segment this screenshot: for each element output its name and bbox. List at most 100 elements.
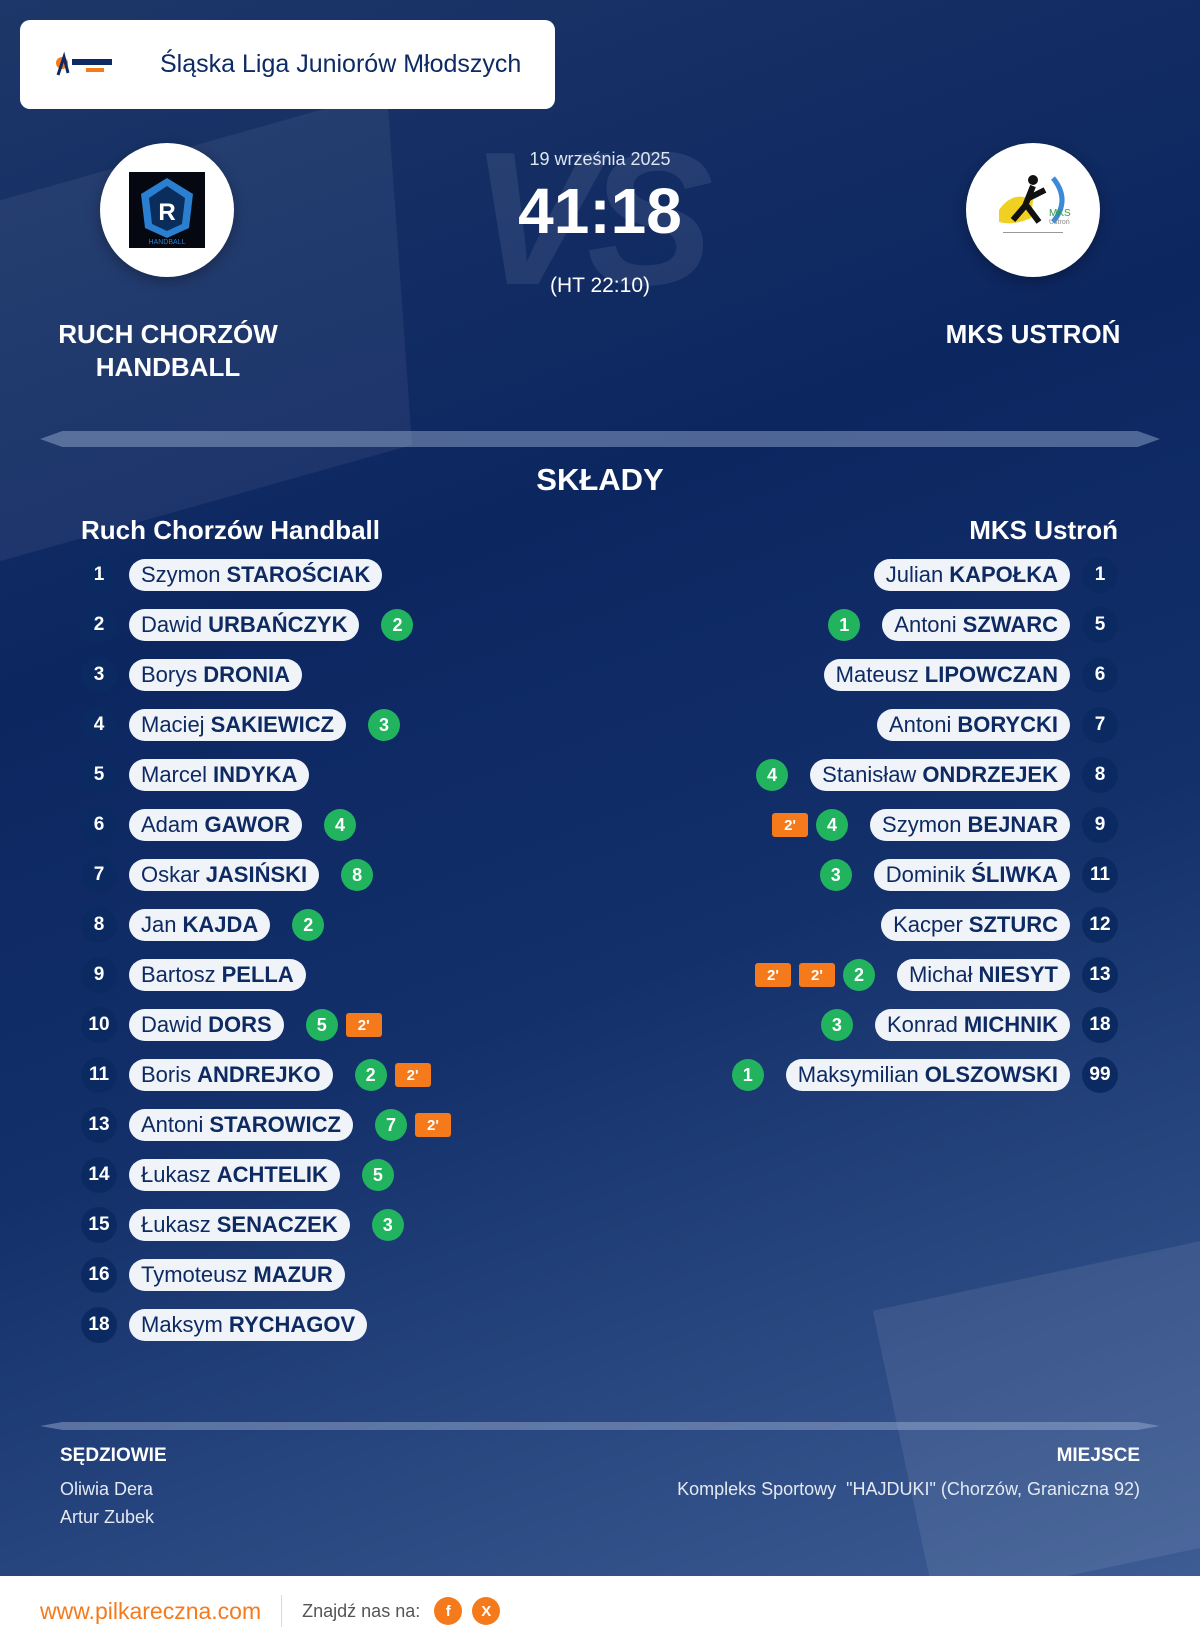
match-card: VS Śląska Liga Juniorów Młodszych R HANDB… bbox=[0, 0, 1200, 1576]
player-name[interactable]: Łukasz ACHTELIK bbox=[129, 1159, 340, 1191]
player-row: 8 Jan KAJDA 2 bbox=[81, 907, 334, 943]
player-first-name: Konrad bbox=[886, 1012, 958, 1037]
player-row: 12 Kacper SZTURC bbox=[849, 907, 1118, 943]
player-stats: 5 bbox=[361, 1159, 394, 1191]
player-first-name: Adam bbox=[141, 812, 199, 837]
player-first-name: Antoni bbox=[141, 1112, 204, 1137]
player-last-name: BEJNAR bbox=[967, 812, 1058, 837]
away-lineup-title: MKS Ustroń bbox=[969, 515, 1118, 545]
player-name[interactable]: Borys DRONIA bbox=[129, 659, 303, 691]
player-name[interactable]: Mateusz LIPOWCZAN bbox=[823, 659, 1070, 691]
player-last-name: KAJDA bbox=[182, 912, 259, 937]
player-last-name: ŚLIWKA bbox=[971, 862, 1058, 887]
player-name[interactable]: Boris ANDREJKO bbox=[129, 1059, 333, 1091]
player-number: 10 bbox=[81, 1007, 117, 1043]
player-stats: 3 bbox=[368, 709, 401, 741]
player-name[interactable]: Antoni STAROWICZ bbox=[129, 1109, 353, 1141]
player-first-name: Dawid bbox=[141, 1012, 203, 1037]
player-last-name: DRONIA bbox=[203, 662, 291, 687]
player-first-name: Maciej bbox=[141, 712, 205, 737]
player-name[interactable]: Bartosz PELLA bbox=[129, 959, 306, 991]
player-name[interactable]: Maciej SAKIEWICZ bbox=[129, 709, 347, 741]
player-first-name: Maksym bbox=[141, 1312, 223, 1337]
goals-badge: 2 bbox=[842, 959, 875, 991]
player-first-name: Szymon bbox=[141, 562, 221, 587]
referee-name: Artur Zubek bbox=[60, 1507, 155, 1527]
player-name[interactable]: Antoni SZWARC bbox=[882, 609, 1070, 641]
player-name[interactable]: Oskar JASIŃSKI bbox=[129, 859, 320, 891]
facebook-icon[interactable]: f bbox=[434, 1597, 463, 1625]
player-number: 8 bbox=[1082, 757, 1118, 793]
decoration bbox=[872, 1235, 1200, 1576]
player-last-name: MICHNIK bbox=[963, 1012, 1058, 1037]
player-name[interactable]: Julian KAPOŁKA bbox=[873, 559, 1070, 591]
player-number: 6 bbox=[1082, 657, 1118, 693]
player-name[interactable]: Kacper SZTURC bbox=[881, 909, 1070, 941]
player-row: 18 Konrad MICHNIK 3 bbox=[811, 1007, 1118, 1043]
player-name[interactable]: Dawid DORS bbox=[129, 1009, 284, 1041]
player-last-name: URBAŃCZYK bbox=[208, 612, 348, 637]
player-row: 15 Łukasz SENACZEK 3 bbox=[81, 1207, 414, 1243]
player-name[interactable]: Maksymilian OLSZOWSKI bbox=[785, 1059, 1070, 1091]
player-row: 13 Michał NIESYT 2 2' 2' bbox=[745, 957, 1118, 993]
player-name[interactable]: Stanisław ONDRZEJEK bbox=[810, 759, 1070, 791]
svg-text:R: R bbox=[158, 199, 175, 226]
player-number: 4 bbox=[81, 707, 117, 743]
player-name[interactable]: Szymon BEJNAR bbox=[870, 809, 1070, 841]
player-name[interactable]: Łukasz SENACZEK bbox=[129, 1209, 350, 1241]
divider bbox=[40, 1422, 1160, 1430]
player-number: 1 bbox=[81, 557, 117, 593]
referees-label: SĘDZIOWIE bbox=[60, 1445, 167, 1466]
player-name[interactable]: Maksym RYCHAGOV bbox=[129, 1309, 368, 1341]
player-name[interactable]: Tymoteusz MAZUR bbox=[129, 1259, 345, 1291]
goals-badge: 2 bbox=[381, 609, 414, 641]
player-number: 1 bbox=[1082, 557, 1118, 593]
player-name[interactable]: Konrad MICHNIK bbox=[874, 1009, 1070, 1041]
venue-label: MIEJSCE bbox=[1056, 1445, 1140, 1466]
player-first-name: Łukasz bbox=[141, 1212, 211, 1237]
goals-badge: 2 bbox=[354, 1059, 387, 1091]
website-link[interactable]: www.pilkareczna.com bbox=[40, 1595, 283, 1627]
player-name[interactable]: Dawid URBAŃCZYK bbox=[129, 609, 360, 641]
final-score: 41:18 bbox=[518, 175, 682, 247]
player-first-name: Mateusz bbox=[835, 662, 919, 687]
player-name[interactable]: Dominik ŚLIWKA bbox=[873, 859, 1070, 891]
goals-badge: 7 bbox=[374, 1109, 407, 1141]
player-stats: 1 bbox=[731, 1059, 764, 1091]
player-name[interactable]: Antoni BORYCKI bbox=[876, 709, 1070, 741]
player-last-name: BORYCKI bbox=[957, 712, 1058, 737]
player-first-name: Jan bbox=[141, 912, 177, 937]
player-row: 11 Dominik ŚLIWKA 3 bbox=[810, 857, 1118, 893]
player-stats: 2 bbox=[292, 909, 325, 941]
player-number: 7 bbox=[81, 857, 117, 893]
player-row: 10 Dawid DORS 5 2' bbox=[81, 1007, 392, 1043]
player-last-name: STAROWICZ bbox=[209, 1112, 341, 1137]
player-stats: 3 bbox=[820, 1009, 853, 1041]
penalty-badge: 2' bbox=[414, 1113, 451, 1137]
player-number: 11 bbox=[1082, 857, 1118, 893]
player-name[interactable]: Michał NIESYT bbox=[896, 959, 1070, 991]
player-row: 7 Oskar JASIŃSKI 8 bbox=[81, 857, 383, 893]
svg-text:Ustroń: Ustroń bbox=[1049, 219, 1070, 226]
player-name[interactable]: Szymon STAROŚCIAK bbox=[129, 559, 383, 591]
player-row: 2 Dawid URBAŃCZYK 2 bbox=[81, 607, 423, 643]
penalty-badge: 2' bbox=[394, 1063, 431, 1087]
goals-badge: 1 bbox=[731, 1059, 764, 1091]
player-name[interactable]: Marcel INDYKA bbox=[129, 759, 310, 791]
player-number: 11 bbox=[81, 1057, 117, 1093]
player-row: 14 Łukasz ACHTELIK 5 bbox=[81, 1157, 404, 1193]
away-team-name: MKS USTROŃ bbox=[945, 319, 1121, 349]
x-icon[interactable]: X bbox=[472, 1597, 501, 1625]
player-row: 1 Julian KAPOŁKA bbox=[842, 557, 1118, 593]
player-last-name: SAKIEWICZ bbox=[210, 712, 335, 737]
player-name[interactable]: Jan KAJDA bbox=[129, 909, 271, 941]
player-number: 15 bbox=[81, 1207, 117, 1243]
player-first-name: Bartosz bbox=[141, 962, 216, 987]
goals-badge: 5 bbox=[361, 1159, 394, 1191]
player-number: 5 bbox=[1082, 607, 1118, 643]
player-stats: 5 2' bbox=[305, 1009, 382, 1041]
player-last-name: OLSZOWSKI bbox=[924, 1062, 1058, 1087]
player-number: 14 bbox=[81, 1157, 117, 1193]
goals-badge: 5 bbox=[305, 1009, 338, 1041]
player-name[interactable]: Adam GAWOR bbox=[129, 809, 303, 841]
